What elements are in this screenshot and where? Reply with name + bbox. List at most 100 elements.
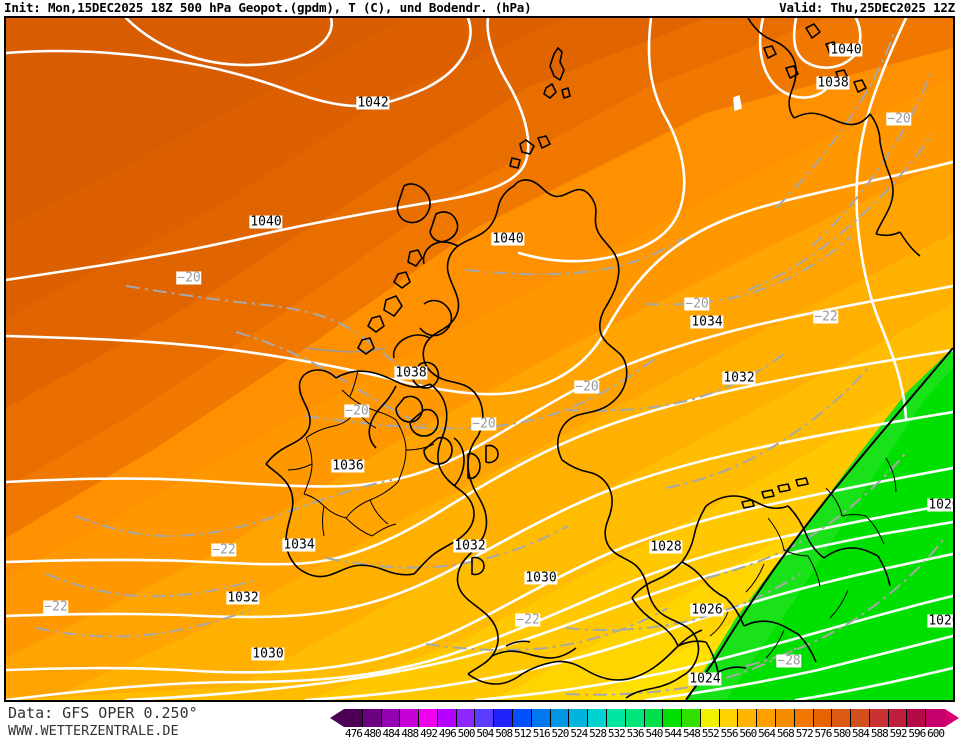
- colorbar-segment: [513, 709, 532, 727]
- colorbar-tick-label: 576: [814, 727, 832, 740]
- colorbar-segment: [682, 709, 701, 727]
- colorbar-tick-label: 500: [457, 727, 476, 740]
- colorbar-segment: [531, 709, 551, 727]
- colorbar-segment: [700, 709, 720, 727]
- colorbar-segment: [362, 709, 382, 727]
- temperature-label: −22: [515, 612, 541, 628]
- isobar-label: 1038: [394, 365, 428, 381]
- map-graphic: [6, 18, 953, 700]
- isobar-label: 1032: [453, 538, 487, 554]
- temperature-label: −28: [776, 653, 802, 669]
- colorbar-segment: [832, 709, 852, 727]
- temperature-label: −20: [886, 111, 912, 127]
- colorbar-segment: [794, 709, 814, 727]
- colorbar-segment: [663, 709, 683, 727]
- isobar-label: 1042: [356, 95, 390, 111]
- colorbar-segment: [869, 709, 889, 727]
- colorbar-tick-label: 588: [870, 727, 889, 740]
- isobar-label: 1036: [331, 458, 365, 474]
- colorbar-segment: [757, 709, 776, 727]
- temperature-label: −20: [574, 379, 600, 395]
- isobar-label: 1032: [226, 590, 260, 606]
- isobar-label: 1032: [722, 370, 756, 386]
- isobar-label: 1026: [690, 602, 724, 618]
- colorbar-tick-label: 556: [720, 727, 739, 740]
- colorbar-tick-label: 536: [626, 727, 645, 740]
- temperature-label: −22: [211, 542, 237, 558]
- temperature-label: −22: [43, 599, 69, 615]
- map-canvas[interactable]: 1042 1040 1040 1040 1038 1038 1036 1034 1034 1032…: [4, 16, 955, 702]
- colorbar-segment: [381, 709, 401, 727]
- isobar-label: 1020: [927, 498, 953, 512]
- colorbar-strip: [344, 709, 945, 727]
- colorbar-tick-label: 484: [382, 727, 401, 740]
- colorbar-segment: [719, 709, 739, 727]
- colorbar-segment: [926, 709, 945, 727]
- isobar-label: 1040: [249, 214, 283, 230]
- colorbar-tick-label: 544: [664, 727, 682, 740]
- colorbar-tick-label: 512: [513, 727, 532, 740]
- temperature-label: −22: [813, 309, 839, 325]
- isobar-label: 1030: [251, 646, 285, 662]
- colorbar-segment: [851, 709, 870, 727]
- colorbar-segment: [550, 709, 570, 727]
- colorbar-arrow-left: [330, 709, 344, 727]
- colorbar-tick-label: 504: [476, 727, 494, 740]
- colorbar-tick-label: 532: [607, 727, 626, 740]
- colorbar-arrow-right: [945, 709, 959, 727]
- website-text[interactable]: WWW.WETTERZENTRALE.DE: [8, 723, 179, 739]
- colorbar-segment: [494, 709, 514, 727]
- colorbar-tick-label: 496: [438, 727, 457, 740]
- colorbar-segment: [738, 709, 758, 727]
- isobar-label: 1020: [927, 614, 953, 628]
- colorbar: 476 480 484 488 492 496 500 504 508 512 516 520 524 5…: [330, 709, 959, 740]
- colorbar-segment: [813, 709, 833, 727]
- isobar-label: 1024: [688, 671, 722, 687]
- colorbar-segment: [475, 709, 495, 727]
- colorbar-segment: [625, 709, 645, 727]
- colorbar-tick-label: 584: [852, 727, 870, 740]
- isobar-label: 1038: [816, 75, 850, 91]
- colorbar-segment: [437, 709, 457, 727]
- colorbar-segment: [344, 709, 363, 727]
- colorbar-tick-label: 540: [645, 727, 663, 740]
- colorbar-tick-label: 596: [908, 727, 926, 740]
- colorbar-tick-label: 524: [570, 727, 588, 740]
- colorbar-tick-label: 600: [927, 727, 945, 740]
- map-header: Init: Mon,15DEC2025 18Z 500 hPa Geopot.(…: [0, 0, 959, 16]
- isobar-label: 1034: [690, 314, 724, 330]
- colorbar-tick-label: 508: [495, 727, 513, 740]
- colorbar-segment: [775, 709, 795, 727]
- init-text: Init: Mon,15DEC2025 18Z 500 hPa Geopot.(…: [4, 0, 532, 15]
- colorbar-tick-label: 564: [758, 727, 776, 740]
- data-source-text: Data: GFS OPER 0.250°: [8, 704, 198, 722]
- colorbar-segment: [569, 709, 589, 727]
- colorbar-segment: [400, 709, 420, 727]
- colorbar-tick-label: 480: [363, 727, 382, 740]
- colorbar-segment: [588, 709, 607, 727]
- colorbar-tick-label: 552: [701, 727, 720, 740]
- isobar-label: 1040: [491, 231, 525, 247]
- colorbar-tick-label: 560: [739, 727, 757, 740]
- colorbar-segment: [456, 709, 476, 727]
- colorbar-segment: [907, 709, 927, 727]
- colorbar-segment: [419, 709, 438, 727]
- colorbar-tick-label: 528: [589, 727, 607, 740]
- isobar-label: 1028: [649, 539, 683, 555]
- isobar-label: 1030: [524, 570, 558, 586]
- colorbar-segment: [644, 709, 664, 727]
- temperature-label: −20: [176, 270, 202, 286]
- colorbar-tick-label: 516: [532, 727, 551, 740]
- temperature-label: −20: [344, 403, 370, 419]
- colorbar-segment: [606, 709, 626, 727]
- colorbar-tick-label: 592: [889, 727, 908, 740]
- colorbar-tick-label: 572: [795, 727, 814, 740]
- colorbar-tick-label: 568: [776, 727, 795, 740]
- colorbar-segment: [888, 709, 908, 727]
- colorbar-tick-label: 488: [401, 727, 419, 740]
- isobar-label: 1040: [829, 42, 863, 58]
- colorbar-tick-label: 548: [683, 727, 701, 740]
- colorbar-tick-label: 476: [344, 727, 363, 740]
- isobar-label: 1034: [282, 537, 316, 553]
